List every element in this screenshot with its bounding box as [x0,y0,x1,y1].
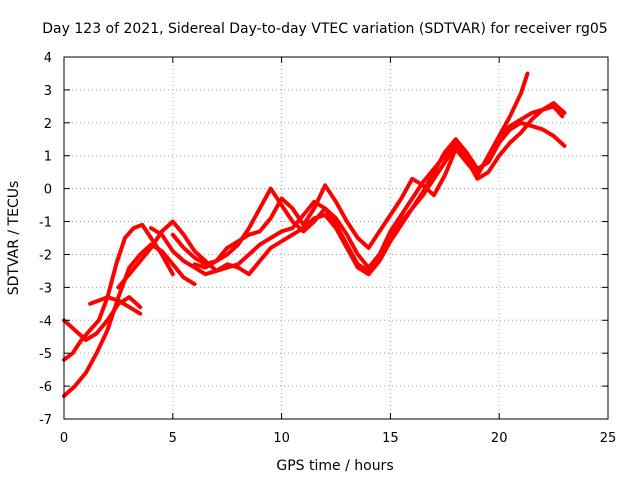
y-tick-label: -5 [39,347,52,362]
series-line-track-1 [62,242,197,398]
x-tick-label: 5 [169,431,177,446]
x-axis-label: GPS time / hours [276,458,393,474]
x-tick-label: 20 [491,431,508,446]
y-tick-label: 2 [44,117,52,132]
y-tick-label: 4 [44,51,52,66]
y-axis-label: SDTVAR / TECUs [6,181,22,296]
y-tick-label: -7 [39,413,52,428]
data-series-group [62,71,567,398]
y-tick-label: -3 [39,281,52,296]
chart-title: Day 123 of 2021, Sidereal Day-to-day VTE… [42,21,607,37]
x-tick-label: 10 [273,431,290,446]
y-tick-label: 0 [44,183,52,198]
series-line-track-8 [192,104,565,270]
series-line-track-4 [88,295,143,316]
grid-lines [64,57,608,419]
y-tick-label: 3 [44,84,52,99]
y-tick-label: 1 [44,150,52,165]
series-line-track-3 [62,295,143,342]
y-tick-label: -4 [39,314,52,329]
series-line-track-2 [62,222,175,362]
x-tick-label: 15 [382,431,399,446]
x-tick-label: 25 [600,431,617,446]
plot-frame [63,56,609,420]
x-tick-label: 0 [60,431,68,446]
y-tick-label: -6 [39,380,52,395]
y-tick-label: -1 [39,216,52,231]
series-line-track-6 [149,71,530,277]
y-tick-label: -2 [39,248,52,263]
axis-ticks: 0 5 10 15 20 25 -7 -6 -5 -4 -3 -2 -1 0 1 2 3 4 [39,51,616,446]
series-line-track-7 [170,101,567,270]
